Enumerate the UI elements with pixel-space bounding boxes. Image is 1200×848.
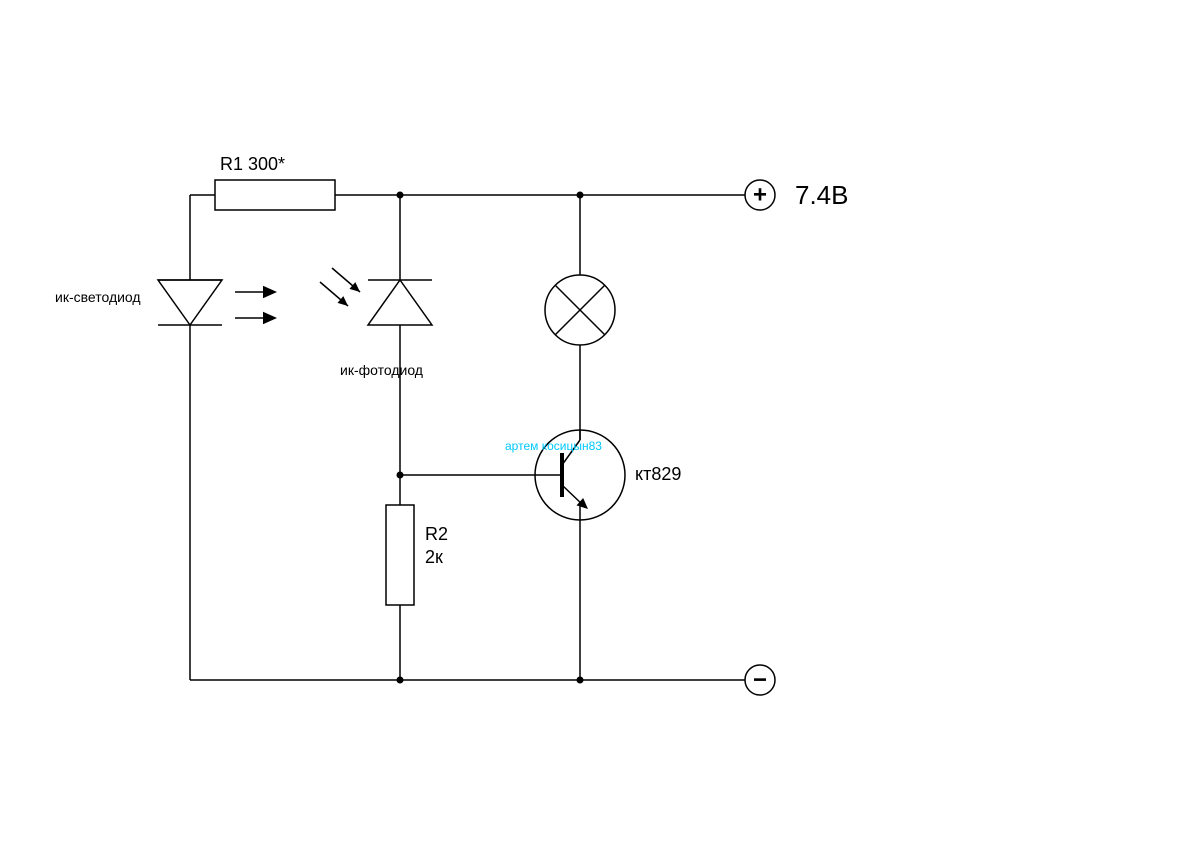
plus-symbol: +: [753, 182, 767, 209]
watermark-text: артем косицын83: [505, 439, 602, 453]
minus-symbol: −: [753, 667, 767, 694]
ir-photodiode-symbol: [368, 280, 432, 325]
circuit-diagram: R1 300* +7.4В ик-светодиод ик-фотодиод R2 2к к…: [0, 0, 1200, 848]
resistor-r1: [215, 180, 335, 210]
voltage-label: 7.4В: [795, 180, 849, 210]
ir-led-symbol: [158, 280, 222, 325]
ir-led-label: ик-светодиод: [55, 289, 141, 305]
r2-name-label: R2: [425, 524, 448, 544]
ir-photodiode-label: ик-фотодиод: [340, 362, 423, 378]
r1-label: R1 300*: [220, 154, 285, 174]
r2-value-label: 2к: [425, 547, 443, 567]
resistor-r2: [386, 505, 414, 605]
transistor-label: кт829: [635, 464, 681, 484]
